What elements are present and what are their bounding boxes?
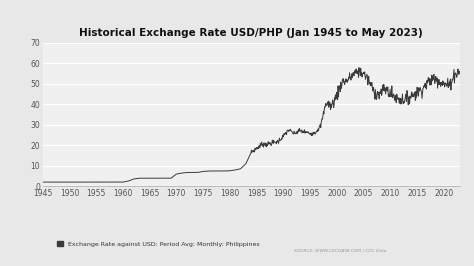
Title: Historical Exchange Rate USD/PHP (Jan 1945 to May 2023): Historical Exchange Rate USD/PHP (Jan 19… [79, 28, 423, 38]
Legend: Exchange Rate against USD: Period Avg: Monthly: Philippines: Exchange Rate against USD: Period Avg: M… [54, 238, 262, 249]
Text: SOURCE: WWW.CECDATA.COM | CDC Data: SOURCE: WWW.CECDATA.COM | CDC Data [294, 248, 386, 252]
